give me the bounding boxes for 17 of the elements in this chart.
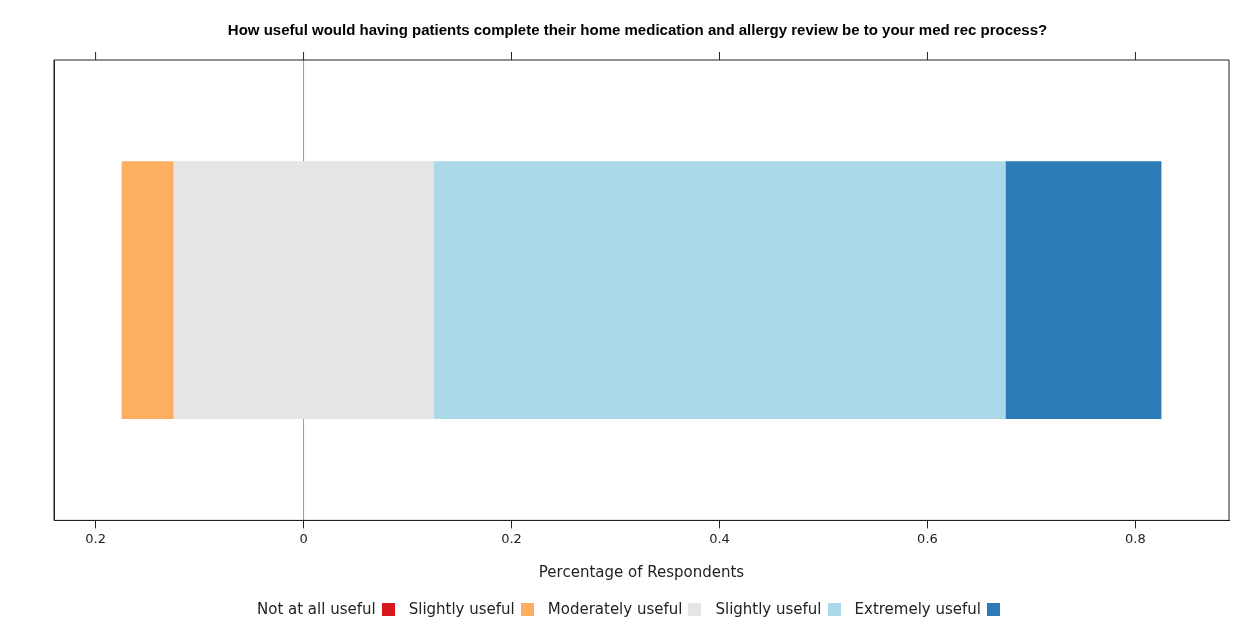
legend-label: Extremely useful (854, 600, 981, 618)
bar (121, 161, 174, 420)
legend-label: Slightly useful (715, 600, 822, 618)
bar (433, 161, 1006, 420)
x-tick-label: 0.2 (501, 530, 522, 546)
bar (1005, 161, 1162, 420)
x-axis-title: Percentage of Respondents (538, 562, 745, 581)
legend-label: Slightly useful (408, 600, 515, 618)
chart-title: How useful would having patients complete their home medication and allergy review be to your med rec process? (227, 21, 1048, 39)
x-tick-label: 0.8 (1125, 530, 1146, 546)
legend-label: Moderately useful (547, 600, 683, 618)
legend-label: Not at all useful (256, 600, 376, 618)
x-tick-label: 0.2 (85, 530, 106, 546)
x-tick-label: 0 (299, 530, 308, 546)
x-tick-label: 0.6 (917, 530, 938, 546)
bar (173, 161, 434, 420)
x-tick-label: 0.4 (709, 530, 730, 546)
